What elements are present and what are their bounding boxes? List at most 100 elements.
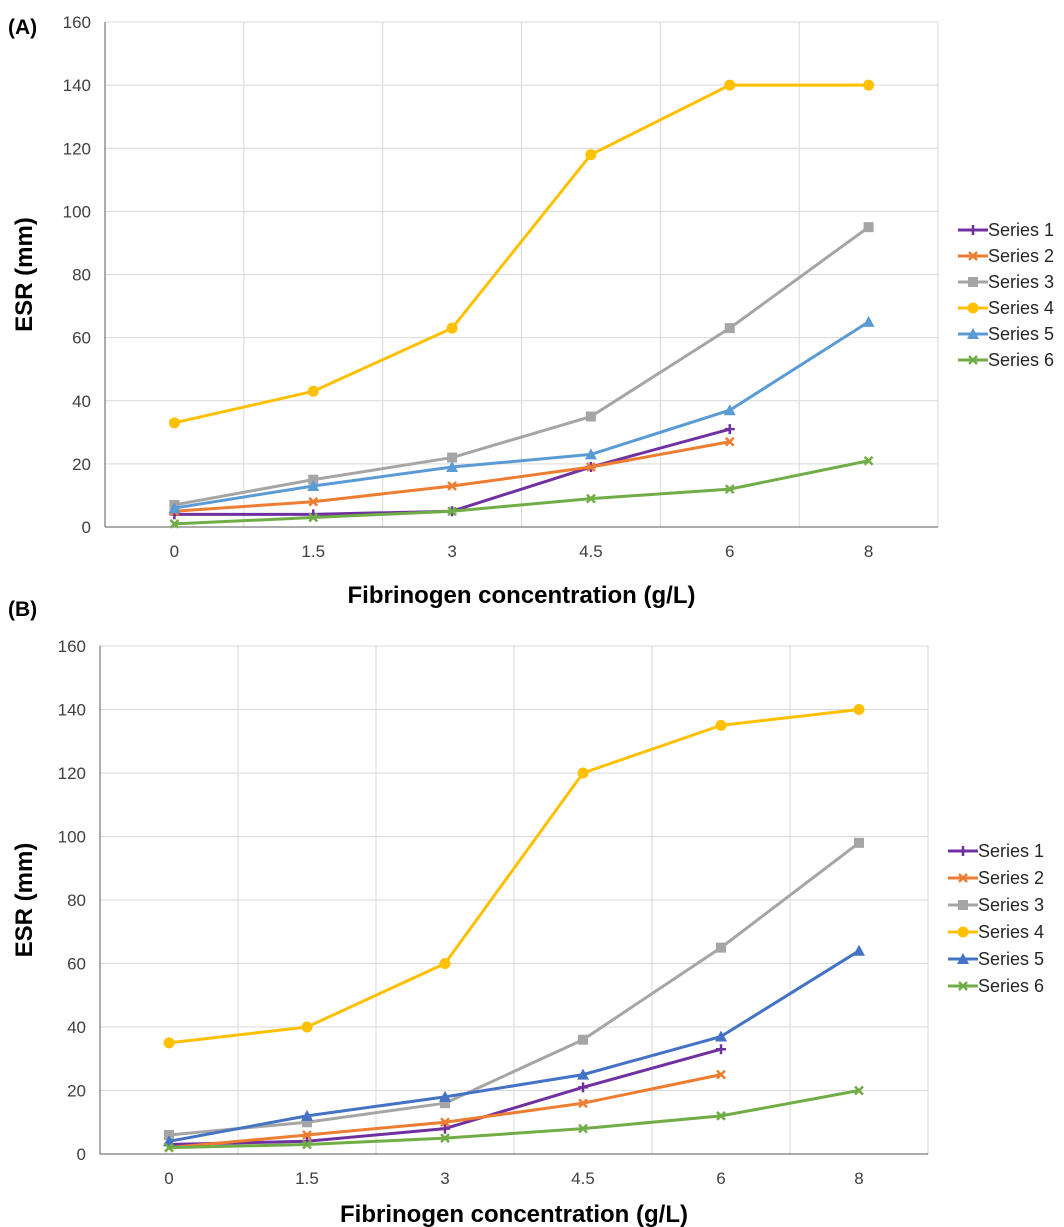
data-point <box>439 1090 451 1102</box>
panel-label: (B) <box>8 598 37 621</box>
data-point <box>447 452 458 463</box>
legend-label: Series 5 <box>988 324 1054 344</box>
data-point <box>446 322 458 334</box>
x-axis-title: Fibrinogen concentration (g/L) <box>348 582 696 609</box>
data-point <box>446 461 459 473</box>
legend-marker <box>957 953 969 964</box>
data-point <box>862 315 875 327</box>
series-line <box>174 225 870 507</box>
data-point <box>307 479 320 491</box>
data-point <box>440 1123 450 1134</box>
data-point <box>447 481 457 491</box>
data-point <box>584 448 597 460</box>
data-point <box>863 455 874 466</box>
x-tick-label: 6 <box>716 1169 725 1188</box>
x-axis-title: Fibrinogen concentration (g/L) <box>340 1201 688 1227</box>
y-tick-label: 20 <box>67 1082 86 1101</box>
x-tick-label: 8 <box>864 542 873 561</box>
x-tick-label: 1.5 <box>295 1169 319 1188</box>
legend-item: Series 2 <box>948 868 1044 888</box>
legend-label: Series 3 <box>978 895 1044 915</box>
legend-marker <box>958 873 968 883</box>
y-tick-label: 160 <box>63 13 91 32</box>
x-tick-label: 6 <box>725 542 734 561</box>
y-axis-title: ESR (mm) <box>11 843 38 958</box>
gridlines <box>99 645 929 1154</box>
legend-marker <box>967 328 979 339</box>
data-point <box>302 1139 312 1150</box>
data-point <box>439 958 451 969</box>
data-point <box>716 1069 726 1080</box>
series-line <box>168 841 860 1137</box>
x-tick-label: 3 <box>447 542 456 561</box>
series-line <box>174 320 870 510</box>
x-tick-label: 4.5 <box>579 542 603 561</box>
y-tick-label: 40 <box>67 1018 86 1037</box>
y-tick-label: 120 <box>63 139 91 158</box>
series-line <box>174 459 869 526</box>
series-6 <box>169 455 874 529</box>
y-tick-label: 160 <box>58 637 86 656</box>
data-point <box>863 222 874 233</box>
series-4 <box>168 79 875 429</box>
data-point <box>447 506 457 517</box>
data-point <box>440 1133 450 1144</box>
legend-item: Series 6 <box>948 976 1044 996</box>
data-point <box>301 1021 313 1033</box>
legend-label: Series 5 <box>978 949 1044 969</box>
y-tick-label: 0 <box>77 1145 86 1164</box>
y-axis-title: ESR (mm) <box>11 217 38 332</box>
series-line <box>168 949 860 1143</box>
data-point <box>578 1098 588 1109</box>
data-point <box>716 1044 726 1055</box>
series-line <box>174 83 869 425</box>
x-tick-label: 0 <box>164 1169 173 1188</box>
chart-b: (B) 0 20 40 60 80 100 120 140 160 0 1.5 3 4.5 6 8 Fibrin… <box>8 598 1044 1227</box>
y-tick-label: 80 <box>67 891 86 910</box>
series-6 <box>164 1085 864 1153</box>
data-point <box>440 1117 450 1128</box>
data-point <box>724 79 736 91</box>
data-point <box>724 323 735 334</box>
data-point <box>854 1085 864 1096</box>
data-point <box>163 1037 175 1049</box>
y-tick-label: 40 <box>72 392 91 411</box>
legend-item: Series 3 <box>948 895 1044 915</box>
data-point <box>724 436 735 447</box>
legend-item: Series 4 <box>958 298 1054 318</box>
legend-marker <box>958 846 968 856</box>
data-point <box>586 462 596 472</box>
x-tick-label: 3 <box>440 1169 449 1188</box>
legend-marker <box>968 225 978 235</box>
legend-item: Series 1 <box>958 220 1054 240</box>
data-point <box>715 1030 727 1042</box>
y-tick-label: 80 <box>72 266 91 285</box>
legend-label: Series 1 <box>978 841 1044 861</box>
legend-item: Series 2 <box>958 246 1054 266</box>
data-point <box>168 502 181 514</box>
y-tick-label: 0 <box>82 518 91 537</box>
data-point <box>715 719 727 731</box>
y-tick-label: 140 <box>63 76 91 95</box>
y-tick-label: 100 <box>63 202 91 221</box>
data-point <box>586 493 596 504</box>
legend-marker <box>968 277 978 287</box>
legend-label: Series 3 <box>988 272 1054 292</box>
data-point <box>308 496 319 507</box>
legend-label: Series 6 <box>978 976 1044 996</box>
legend-item: Series 3 <box>958 272 1054 292</box>
legend-label: Series 1 <box>988 220 1054 240</box>
legend-label: Series 6 <box>988 350 1054 370</box>
legend-marker <box>958 900 968 910</box>
y-tick-label: 60 <box>67 955 86 974</box>
legend-label: Series 2 <box>988 246 1054 266</box>
y-tick-label: 120 <box>58 764 86 783</box>
data-point <box>577 1068 589 1080</box>
legend-item: Series 5 <box>948 949 1044 969</box>
legend-label: Series 4 <box>988 298 1054 318</box>
series-4 <box>163 704 865 1049</box>
data-point <box>307 385 319 397</box>
data-point <box>302 1117 312 1128</box>
series-3 <box>164 837 864 1140</box>
